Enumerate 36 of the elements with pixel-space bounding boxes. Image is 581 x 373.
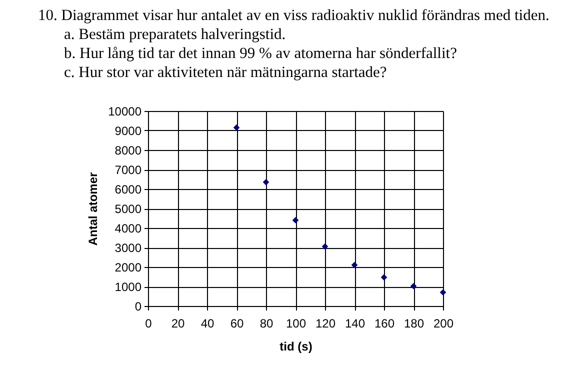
y-tick-label: 10000 — [108, 104, 142, 118]
x-tick-label: 60 — [230, 316, 244, 330]
point — [440, 289, 446, 296]
y-tick-label: 6000 — [114, 182, 142, 196]
point — [351, 262, 358, 268]
x-axis-title: tid (s) — [280, 340, 312, 354]
x-tick-label: 140 — [344, 316, 366, 330]
y-tick-label: 3000 — [114, 241, 142, 255]
chart-title: 10. Diagrammet visar hur antalet av en viss radioaktiv nuklid förändras med tiden. — [38, 6, 550, 25]
y-tick-label: 1000 — [114, 280, 142, 294]
point — [410, 282, 417, 290]
point — [322, 243, 328, 250]
x-tick-label: 40 — [200, 316, 214, 330]
x-tick-label: 0 — [145, 316, 152, 330]
point — [233, 124, 240, 131]
point — [380, 274, 388, 280]
y-tick-label: 8000 — [114, 144, 142, 158]
y-tick-label: 0 — [134, 300, 142, 314]
x-tick-label: 180 — [404, 316, 424, 330]
point — [292, 217, 299, 224]
text: c. Hur stor var aktiviteten när mätningarna startade? — [63, 63, 388, 82]
y-tick-label: 2000 — [114, 260, 142, 274]
text: b. Hur lång tid tar det innan 99 % av atomerna har sönderfallit? — [63, 44, 458, 63]
x-tick-label: 20 — [171, 316, 185, 330]
x-tick-label: 160 — [374, 316, 395, 330]
point — [262, 179, 270, 186]
y-tick-label: 9000 — [114, 124, 142, 138]
x-tick-label: 120 — [315, 316, 336, 330]
x-tick-label: 100 — [286, 316, 306, 330]
y-tick-label: 5000 — [114, 202, 142, 216]
y-tick-label: 4000 — [114, 222, 142, 236]
x-tick-label: 200 — [433, 316, 454, 330]
y-tick-label: 7000 — [114, 163, 142, 177]
text: a. Bestäm preparatets halveringstid. — [63, 25, 287, 44]
x-tick-label: 80 — [260, 316, 274, 330]
y-axis-title: Antal atomer — [86, 172, 100, 246]
